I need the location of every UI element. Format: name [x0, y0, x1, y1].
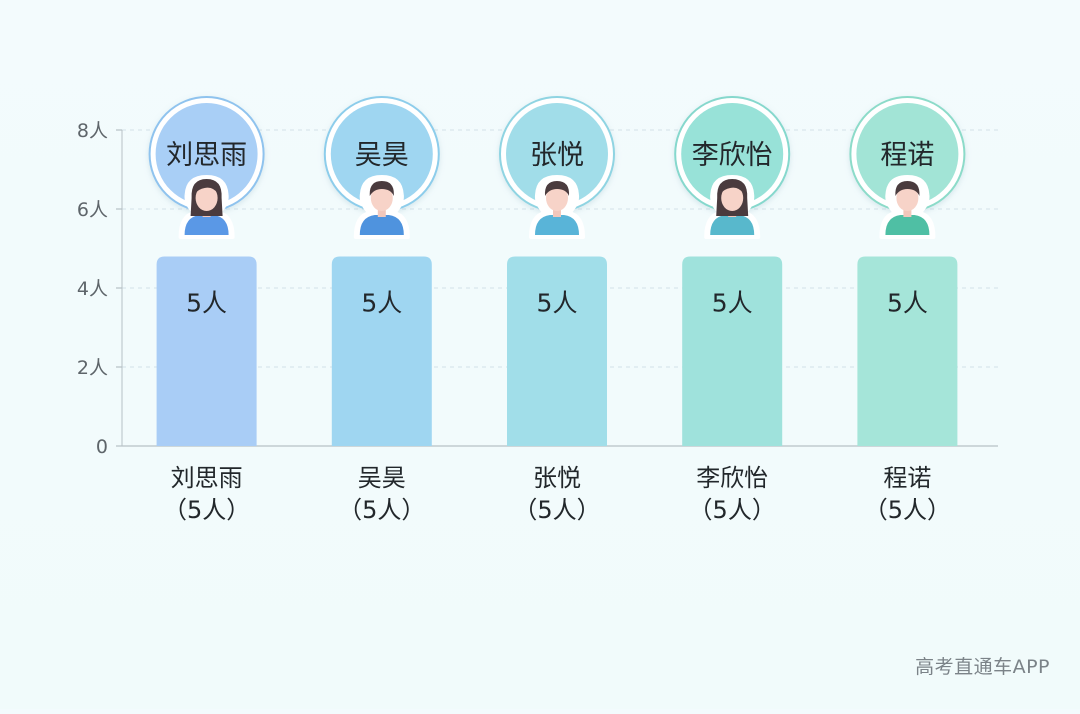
badge-name-label: 刘思雨	[166, 140, 247, 171]
badge-name-label: 李欣怡	[692, 140, 773, 171]
y-tick-label: 0	[96, 436, 108, 458]
bar-value-label: 5人	[537, 289, 578, 318]
male-avatar-icon	[353, 175, 410, 239]
x-tick-sublabel: （5人）	[338, 496, 425, 524]
badge-name-label: 吴昊	[355, 140, 409, 171]
x-tick-sublabel: （5人）	[163, 496, 250, 524]
bar	[857, 256, 958, 446]
bar-value-label: 5人	[712, 289, 753, 318]
bar	[507, 256, 607, 446]
female-avatar-icon	[178, 175, 235, 239]
male-avatar-icon	[879, 175, 936, 239]
watermark-text: 高考直通车APP	[915, 656, 1050, 678]
x-tick-label: 吴昊	[358, 464, 406, 492]
y-tick-label: 6人	[77, 199, 108, 221]
badge-name-label: 程诺	[880, 140, 934, 171]
bar	[156, 256, 257, 446]
bar-value-label: 5人	[186, 289, 227, 318]
x-tick-label: 程诺	[883, 464, 931, 492]
y-tick-label: 2人	[77, 357, 108, 379]
name-badge	[856, 103, 959, 205]
x-tick-label: 李欣怡	[696, 464, 768, 492]
x-tick-sublabel: （5人）	[689, 496, 776, 524]
bar-value-label: 5人	[361, 289, 402, 318]
x-tick-label: 刘思雨	[171, 464, 243, 492]
x-tick-sublabel: （5人）	[513, 496, 600, 524]
name-badge	[681, 103, 784, 205]
male-avatar-icon	[529, 175, 585, 239]
x-tick-sublabel: （5人）	[864, 496, 951, 524]
name-badge	[155, 103, 258, 205]
female-avatar-icon	[704, 175, 761, 239]
bar-value-label: 5人	[887, 289, 928, 318]
name-badge	[330, 103, 433, 205]
y-tick-label: 4人	[77, 278, 108, 300]
name-badge	[506, 103, 608, 205]
badge-name-label: 张悦	[530, 140, 584, 171]
y-tick-label: 8人	[77, 120, 108, 142]
bar	[682, 256, 783, 446]
x-tick-label: 张悦	[533, 464, 581, 492]
bar	[331, 256, 432, 446]
